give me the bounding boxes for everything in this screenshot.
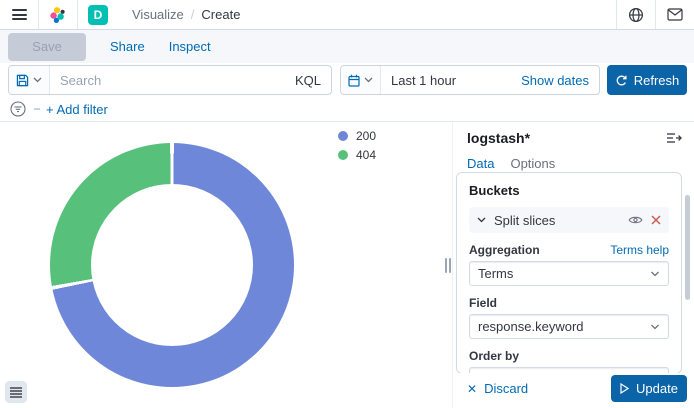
split-slices-accordion[interactable]: Split slices: [469, 207, 669, 233]
toggle-legend-button[interactable]: [5, 381, 27, 403]
chart-legend: 200 404: [338, 129, 376, 162]
discard-button[interactable]: ✕ Discard: [467, 381, 528, 396]
divider: [616, 0, 617, 29]
divider: [655, 0, 656, 29]
filter-bar: + Add filter: [0, 97, 694, 122]
search-input[interactable]: Search: [60, 72, 102, 88]
split-slices-label: Split slices: [494, 212, 556, 228]
search-input-group: Search KQL: [8, 65, 332, 95]
refresh-button[interactable]: Refresh: [607, 65, 687, 95]
save-query-icon: [16, 74, 29, 86]
order-by-select[interactable]: Metric: Count: [469, 367, 669, 373]
filter-icon[interactable]: [10, 101, 26, 117]
visualize-toolbar: Save Share Inspect: [0, 30, 694, 63]
field-value: response.keyword: [478, 319, 584, 334]
legend-swatch-404: [338, 150, 348, 160]
aggregation-select[interactable]: Terms: [469, 261, 669, 286]
menu-button[interactable]: [0, 0, 38, 29]
remove-bucket-icon[interactable]: [651, 215, 661, 225]
chevron-down-icon: [33, 77, 42, 83]
order-by-value: Metric: Count: [478, 372, 555, 373]
globe-icon: [628, 7, 644, 22]
legend-swatch-200: [338, 131, 348, 141]
add-filter-button[interactable]: + Add filter: [46, 101, 108, 117]
show-dates-button[interactable]: Show dates: [521, 72, 589, 88]
query-bar: Search KQL Last 1 hour Show dates: [0, 63, 694, 97]
time-range-value[interactable]: Last 1 hour: [391, 72, 457, 88]
sidebar-scrollbar[interactable]: [685, 195, 690, 300]
legend-item-200[interactable]: 200: [338, 129, 376, 143]
field-group: Field response.keyword: [469, 296, 669, 339]
visualization-workspace: 200 404 logstash*: [0, 122, 694, 408]
list-icon: [10, 386, 22, 398]
save-button[interactable]: Save: [8, 32, 86, 61]
collapse-sidebar-button[interactable]: [667, 131, 682, 145]
buckets-panel: Buckets Split slices: [456, 172, 682, 374]
breadcrumb-visualize[interactable]: Visualize: [132, 7, 184, 22]
query-language-switcher[interactable]: KQL: [294, 72, 321, 88]
date-picker-group: Last 1 hour Show dates: [340, 65, 600, 95]
legend-label-200: 200: [356, 129, 377, 143]
chevron-down-icon: [651, 271, 659, 276]
divider: [77, 0, 78, 29]
update-label: Update: [636, 381, 678, 396]
aggregation-label: Aggregation: [469, 243, 540, 257]
field-label: Field: [469, 296, 498, 310]
editor-actions-bar: ✕ Discard Update: [453, 373, 694, 404]
menu-right-icon: [667, 133, 682, 143]
chevron-down-icon: [477, 217, 486, 223]
elastic-home-button[interactable]: [39, 0, 77, 29]
eye-icon[interactable]: [628, 215, 643, 225]
play-icon: [620, 383, 630, 394]
aggregation-value: Terms: [478, 266, 514, 281]
field-select[interactable]: response.keyword: [469, 314, 669, 339]
legend-label-404: 404: [356, 148, 377, 162]
breadcrumb-create: Create: [201, 7, 241, 22]
space-avatar[interactable]: D: [88, 4, 108, 25]
hamburger-icon: [11, 9, 27, 20]
discard-label: Discard: [484, 381, 529, 396]
help-button[interactable]: [617, 0, 655, 29]
quick-select-time-button[interactable]: [341, 66, 381, 94]
donut-chart[interactable]: [50, 143, 294, 387]
aggregation-group: Aggregation Terms help Terms: [469, 243, 669, 286]
calendar-icon: [348, 74, 360, 87]
panel-resizer-handle[interactable]: [444, 256, 451, 275]
refresh-icon: [616, 75, 627, 85]
refresh-label: Refresh: [633, 72, 680, 88]
envelope-icon: [667, 8, 683, 21]
visualization-editor-sidebar: logstash* Data Options Buckets: [452, 122, 694, 408]
chevron-down-icon: [651, 324, 659, 329]
elastic-logo-icon: [50, 6, 65, 23]
top-navigation-bar: D Visualize / Create: [0, 0, 694, 30]
share-button[interactable]: Share: [110, 39, 145, 54]
tab-options[interactable]: Options: [510, 156, 556, 171]
breadcrumb-separator: /: [190, 7, 195, 22]
breadcrumb: Visualize / Create: [132, 7, 240, 22]
index-pattern-title: logstash*: [467, 130, 531, 146]
cross-icon: ✕: [467, 381, 478, 396]
chevron-down-icon: [364, 77, 373, 83]
order-by-label: Order by: [469, 349, 520, 363]
legend-item-404[interactable]: 404: [338, 148, 376, 162]
divider: [38, 0, 39, 29]
filter-pin-dash: [34, 108, 40, 110]
saved-query-menu-button[interactable]: [9, 66, 50, 94]
update-button[interactable]: Update: [611, 375, 687, 402]
order-by-group: Order by Metric: Count: [469, 349, 669, 373]
newsfeed-button[interactable]: [656, 0, 694, 29]
buckets-title: Buckets: [469, 183, 520, 198]
inspect-button[interactable]: Inspect: [168, 39, 211, 54]
terms-help-link[interactable]: Terms help: [610, 243, 669, 257]
